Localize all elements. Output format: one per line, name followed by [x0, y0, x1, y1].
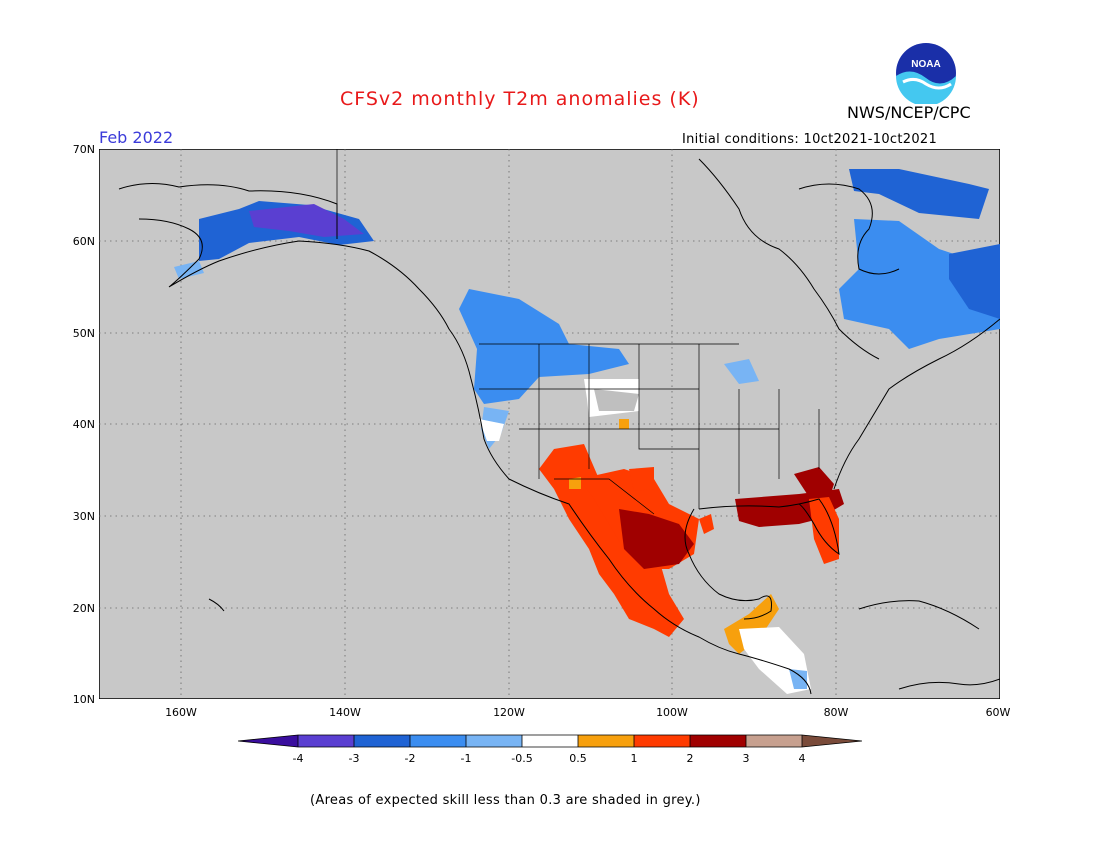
color-bar — [238, 734, 862, 748]
chart-title: CFSv2 monthly T2m anomalies (K) — [340, 88, 700, 110]
colorbar-swatch — [802, 735, 862, 747]
colorbar-label: -1 — [460, 752, 472, 765]
lat-label-50n: 50N — [72, 327, 95, 340]
colorbar-label: 3 — [742, 752, 750, 765]
colorbar-swatch — [634, 735, 690, 747]
initial-conditions: Initial conditions: 10ct2021-10ct2021 — [682, 132, 938, 147]
lat-label-40n: 40N — [72, 418, 95, 431]
colorbar-swatch — [466, 735, 522, 747]
lon-label-140w: 140W — [329, 706, 361, 719]
lat-label-30n: 30N — [72, 510, 95, 523]
colorbar-swatch — [410, 735, 466, 747]
colorbar-label: -2 — [404, 752, 416, 765]
colorbar-label: 1 — [630, 752, 638, 765]
logo-text: NOAA — [911, 59, 940, 70]
lat-label-20n: 20N — [72, 602, 95, 615]
lon-label-160w: 160W — [165, 706, 197, 719]
anomaly-map — [99, 149, 1000, 699]
colorbar-swatch — [522, 735, 578, 747]
lon-label-120w: 120W — [493, 706, 525, 719]
colorbar-label: -3 — [348, 752, 360, 765]
colorbar-label: 0.5 — [569, 752, 587, 765]
warm-anomalies — [539, 419, 844, 694]
colorbar-swatch — [298, 735, 354, 747]
lon-label-80w: 80W — [823, 706, 849, 719]
colorbar-swatch — [578, 735, 634, 747]
colorbar-swatch — [746, 735, 802, 747]
state-borders — [336, 149, 820, 515]
lat-label-60n: 60N — [72, 235, 95, 248]
gridlines — [99, 149, 1000, 699]
colorbar-swatch — [238, 735, 298, 747]
colorbar-label: 2 — [686, 752, 694, 765]
lon-label-100w: 100W — [656, 706, 688, 719]
lat-label-10n: 10N — [72, 693, 95, 706]
forecast-month: Feb 2022 — [99, 128, 174, 147]
agency-label: NWS/NCEP/CPC — [847, 103, 971, 122]
colorbar-label: -4 — [292, 752, 304, 765]
colorbar-label: -0.5 — [511, 752, 533, 765]
coastlines — [118, 158, 1000, 695]
colorbar-swatch — [690, 735, 746, 747]
colorbar-swatch — [354, 735, 410, 747]
skill-note: (Areas of expected skill less than 0.3 a… — [310, 793, 701, 808]
noaa-logo: NOAA — [896, 43, 956, 104]
cold-anomalies — [174, 169, 1000, 449]
lat-label-70n: 70N — [72, 143, 95, 156]
lon-label-60w: 60W — [985, 706, 1011, 719]
colorbar-label: 4 — [798, 752, 806, 765]
